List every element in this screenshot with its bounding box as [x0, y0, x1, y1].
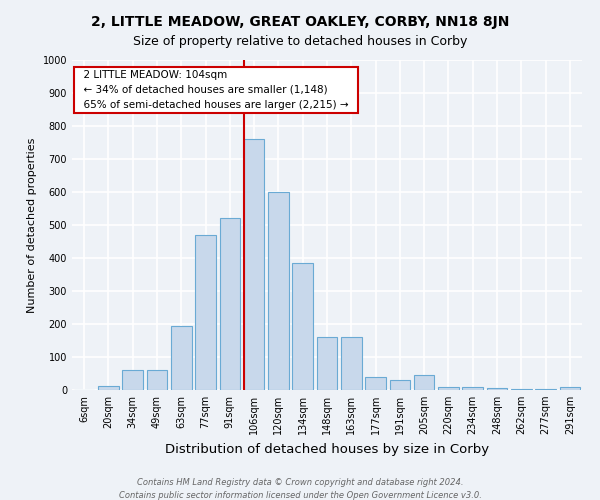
Bar — [365, 377, 386, 390]
Text: Contains HM Land Registry data © Crown copyright and database right 2024.: Contains HM Land Registry data © Crown c… — [137, 478, 463, 487]
Text: 2, LITTLE MEADOW, GREAT OAKLEY, CORBY, NN18 8JN: 2, LITTLE MEADOW, GREAT OAKLEY, CORBY, N… — [91, 15, 509, 29]
Text: 2 LITTLE MEADOW: 104sqm
  ← 34% of detached houses are smaller (1,148)
  65% of : 2 LITTLE MEADOW: 104sqm ← 34% of detache… — [77, 70, 355, 110]
Text: Contains public sector information licensed under the Open Government Licence v3: Contains public sector information licen… — [119, 490, 481, 500]
Bar — [414, 375, 434, 390]
Bar — [389, 380, 410, 390]
Bar — [317, 337, 337, 390]
Bar — [535, 389, 556, 390]
Bar — [487, 388, 508, 390]
Bar — [122, 370, 143, 390]
X-axis label: Distribution of detached houses by size in Corby: Distribution of detached houses by size … — [165, 442, 489, 456]
Bar — [560, 388, 580, 390]
Bar — [146, 370, 167, 390]
Y-axis label: Number of detached properties: Number of detached properties — [27, 138, 37, 312]
Bar — [98, 386, 119, 390]
Bar — [463, 388, 483, 390]
Bar — [244, 139, 265, 390]
Bar — [341, 337, 362, 390]
Bar — [511, 389, 532, 390]
Bar — [268, 192, 289, 390]
Bar — [220, 218, 240, 390]
Bar — [195, 235, 216, 390]
Bar — [171, 326, 191, 390]
Bar — [292, 263, 313, 390]
Text: Size of property relative to detached houses in Corby: Size of property relative to detached ho… — [133, 35, 467, 48]
Bar — [438, 386, 459, 390]
